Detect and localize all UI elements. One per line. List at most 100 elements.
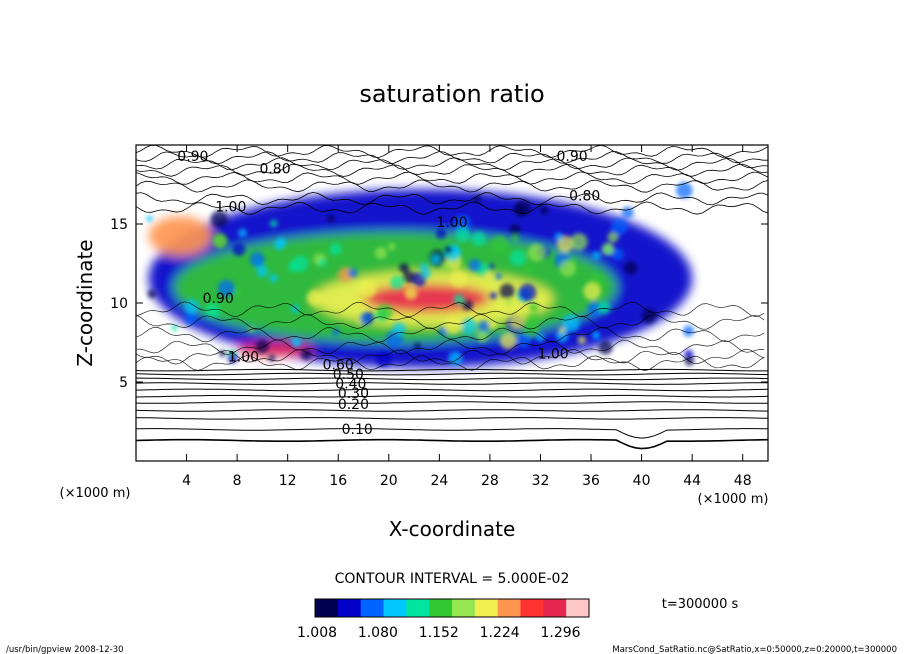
contour-line [136,301,765,318]
colorbar-cell [520,599,527,617]
colorbar-cell [469,599,476,617]
colorbar-cell [577,599,584,617]
field-speckle [611,218,628,236]
colorbar-cell [566,599,573,617]
contour-line [136,179,768,193]
contour-labels: 0.10 0.200.300.400.500.60 0.80 0.80 0.90 0.90… [177,149,600,438]
field-speckle [558,326,566,334]
field-speckle [562,314,580,333]
contour-line [136,377,768,381]
field-speckle [454,214,471,231]
contour-line [136,382,768,385]
contour-line [136,314,765,330]
colorbar-cell [514,599,521,617]
colorbar-cells [315,599,590,617]
colorbar-frame [314,598,590,618]
colorbar-tick-label: 1.008 [297,625,337,641]
field-speckle [462,299,473,311]
field-speckle [518,283,537,302]
x-tick-label: 28 [481,473,499,489]
colorbar-tick-label: 1.152 [419,625,459,641]
colorbar-cell [440,599,447,617]
colorbar-cell [583,599,590,617]
field-speckle [249,251,265,267]
contour-line [136,355,765,371]
contour-line [136,163,768,177]
colorbar-cell [354,599,362,617]
time-label: t=300000 s [662,597,739,612]
contour-line [136,428,768,439]
field-speckle [291,337,302,348]
contour-label: 0.10 [342,422,373,438]
field-speckle [583,282,601,301]
contour-interval-text: CONTOUR INTERVAL = 5.000E-02 [335,571,570,587]
field-speckle [390,275,404,290]
colorbar-cell [412,599,419,617]
field-speckle [276,237,287,247]
colorbar-cell [480,599,487,617]
colorbar-cell [491,599,499,617]
field-speckle [317,258,327,267]
colorbar-cell [360,599,367,617]
field-speckle [460,318,477,335]
contour-label: 0.30 [338,386,369,402]
field-speckle [205,303,221,319]
field-speckle [592,251,601,260]
field-speckle [291,304,300,314]
x-axis: 4 8 12 16 20 24 28 32 36 40 44 48 [182,145,752,489]
field-speckle [499,332,517,350]
contour-line [136,191,768,206]
x-tick-label: 32 [532,473,550,489]
colorbar-cell [417,599,424,617]
contour-line [136,201,768,215]
field-speckle [489,292,497,300]
field-speckle [611,248,624,261]
field-speckle [527,243,546,262]
contour-line [136,157,768,171]
colorbar-cell [486,599,493,617]
contour-line [136,417,768,420]
contour-label: 0.90 [203,291,234,307]
field-speckle [388,242,396,251]
field-speckle [577,336,586,345]
field-speckle [255,339,269,354]
field-speckle [450,270,468,288]
field-speckle [444,316,463,335]
contour-line [136,394,768,398]
field-speckle [422,269,431,279]
colorbar-tick-label: 1.080 [358,625,398,641]
field-speckle [392,322,406,336]
contour-label: 1.00 [215,199,246,215]
x-tick-label: 48 [734,473,752,489]
field-speckle [509,249,526,267]
field-speckle [375,351,392,368]
field-speckle [374,247,388,260]
contour-line [136,368,768,372]
contour-line [136,339,765,356]
field-speckle [505,299,513,306]
field-speckle [676,182,693,199]
field-speckle [490,235,509,253]
field-speckle [499,283,515,299]
x-tick-label: 4 [182,473,191,489]
saturation-field [146,182,695,368]
field-speckle [147,289,157,299]
contour-label: 1.00 [228,349,259,365]
field-speckle [358,279,377,298]
field-speckle [453,294,465,305]
field-speckle [359,312,374,326]
x-axis-title: X-coordinate [389,517,516,541]
x-tick-label: 12 [279,473,297,489]
y-axis-title: Z-coordinate [73,239,97,366]
field-speckle [587,301,603,316]
contour-line [136,151,768,165]
colorbar: 1.008 1.080 1.152 1.224 1.296 [297,598,590,641]
colorbar-cell [434,599,442,617]
field-speckle [468,258,482,272]
field-speckle [411,272,427,287]
colorbar-cell [560,599,567,617]
field-speckle [329,243,342,256]
field-speckle [517,334,531,349]
colorbar-cell [332,599,339,617]
contour-label: 1.00 [436,215,467,231]
